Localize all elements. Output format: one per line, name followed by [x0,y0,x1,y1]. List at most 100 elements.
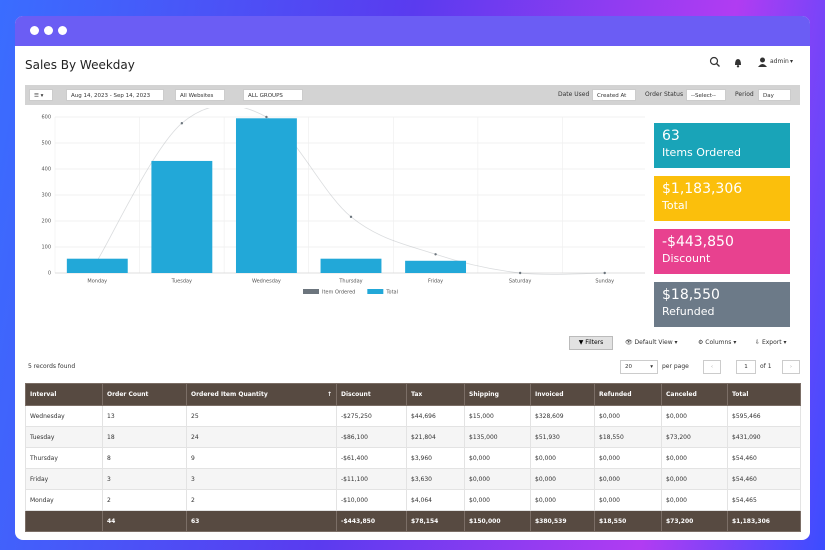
totals-cell: -$443,850 [336,510,407,532]
page-size-select[interactable]: 20 ▾ [620,360,658,374]
card-value: $18,550 [662,287,720,303]
table-row: Monday 2 2 -$10,000 $4,064 $0,000 $0,000 $0,000… [25,489,801,511]
table-row: Friday 3 3 -$11,100 $3,630 $0,000 $0,000 $0,000… [25,468,801,490]
table-cell: $135,000 [464,426,531,448]
card-label: Items Ordered [662,146,742,159]
user-icon[interactable] [758,57,767,67]
totals-spacer [25,510,103,532]
website-select[interactable]: All Websites [175,89,225,101]
table-cell: $0,000 [594,405,662,427]
table-cell: $54,460 [727,447,801,469]
table-cell: $0,000 [464,468,531,490]
line-point [349,215,353,219]
x-tick-label: Tuesday [171,279,192,285]
totals-cell: $1,183,306 [727,510,801,532]
table-cell: 25 [186,405,337,427]
x-tick-label: Thursday [338,279,362,285]
prev-page[interactable]: ‹ [703,360,721,374]
totals-row: 44 63 -$443,850 $78,154 $150,000 $380,539 $18,… [25,510,801,532]
y-tick-label: 600 [41,115,51,121]
table-cell: Monday [25,489,103,511]
group-select[interactable]: ALL GROUPS [243,89,303,101]
table-cell: 3 [102,468,187,490]
table-cell: $0,000 [464,447,531,469]
table-cell: Friday [25,468,103,490]
x-tick-label: Sunday [595,279,614,285]
bar [405,260,467,273]
table-cell: $54,460 [727,468,801,490]
table-cell: $0,000 [594,489,662,511]
table-cell: -$10,000 [336,489,407,511]
columns-button[interactable]: ⚙ Columns ▾ [698,339,737,346]
page-size: 20 [625,364,632,370]
column-header[interactable]: Total [727,383,801,406]
column-header[interactable]: Canceled [661,383,728,406]
export-button[interactable]: ⇩ Export ▾ [755,339,787,346]
card-label: Discount [662,252,711,265]
column-header[interactable]: Shipping [464,383,531,406]
line-point [434,253,437,256]
period-select[interactable]: Day [758,89,791,101]
column-header[interactable]: Tax [406,383,465,406]
y-tick-label: 200 [41,219,51,225]
totals-cell: 44 [102,510,187,532]
view-label: Default View [634,339,673,346]
table-cell: $0,000 [661,447,728,469]
export-label: Export [761,339,782,346]
y-tick-label: 100 [41,245,51,251]
window-dot [30,26,39,35]
view-button[interactable]: 👁 Default View ▾ [625,339,678,346]
menu-button[interactable]: ☰ ▾ [29,89,53,101]
summary-card: $1,183,306 Total [654,176,790,221]
column-header[interactable]: Invoiced [530,383,595,406]
legend-swatch [303,289,319,294]
report-table: Interval Order Count Ordered Item Quantity… [25,383,801,532]
next-page[interactable]: › [782,360,800,374]
search-icon[interactable] [709,56,721,68]
column-header[interactable]: Discount [336,383,407,406]
summary-card: 63 Items Ordered [654,123,790,168]
line-point [265,115,268,119]
column-header[interactable]: Refunded [594,383,662,406]
table-cell: $0,000 [661,489,728,511]
date-range[interactable]: Aug 14, 2023 - Sep 14, 2023 [66,89,164,101]
y-tick-label: 400 [41,167,51,173]
window: Sales By Weekday admin ▾ ☰ ▾ Aug 14, 202… [15,16,810,540]
totals-cell: $78,154 [406,510,465,532]
date-used-label: Date Used [558,91,590,98]
totals-cell: $73,200 [661,510,728,532]
table-cell: 2 [102,489,187,511]
bell-icon[interactable] [733,57,743,68]
table-cell: 9 [186,447,337,469]
user-name[interactable]: admin [770,58,789,65]
table-cell: $0,000 [661,468,728,490]
summary-card: $18,550 Refunded [654,282,790,327]
filters-label: Filters [585,339,604,346]
bar [235,118,297,273]
table-row: Thursday 8 9 -$61,400 $3,960 $0,000 $0,000 $0,0… [25,447,801,469]
table-row: Wednesday 13 25 -$275,250 $44,696 $15,000 $328… [25,405,801,427]
x-tick-label: Saturday [509,279,532,285]
card-value: -$443,850 [662,234,734,250]
toolbar: ☰ ▾ Aug 14, 2023 - Sep 14, 2023 All Webs… [25,85,800,105]
table-cell: -$11,100 [336,468,407,490]
user-caret: ▾ [790,58,794,65]
bar [320,258,382,273]
column-header[interactable]: Order Count [102,383,187,406]
table-cell: Wednesday [25,405,103,427]
order-status-label: Order Status [645,91,684,98]
page-input[interactable]: 1 [736,360,756,374]
order-status-select[interactable]: --Select-- [686,89,726,101]
table-cell: $0,000 [594,447,662,469]
column-header[interactable]: Ordered Item Quantity ↑ [186,383,337,406]
card-value: 63 [662,128,680,144]
filters-button[interactable]: ▼ Filters [569,336,613,350]
line-point [603,271,606,275]
table-cell: $328,609 [530,405,595,427]
date-used-select[interactable]: Created At [592,89,636,101]
column-header[interactable]: Interval [25,383,103,406]
table-cell: Thursday [25,447,103,469]
table-cell: $431,090 [727,426,801,448]
card-label: Total [662,199,688,212]
